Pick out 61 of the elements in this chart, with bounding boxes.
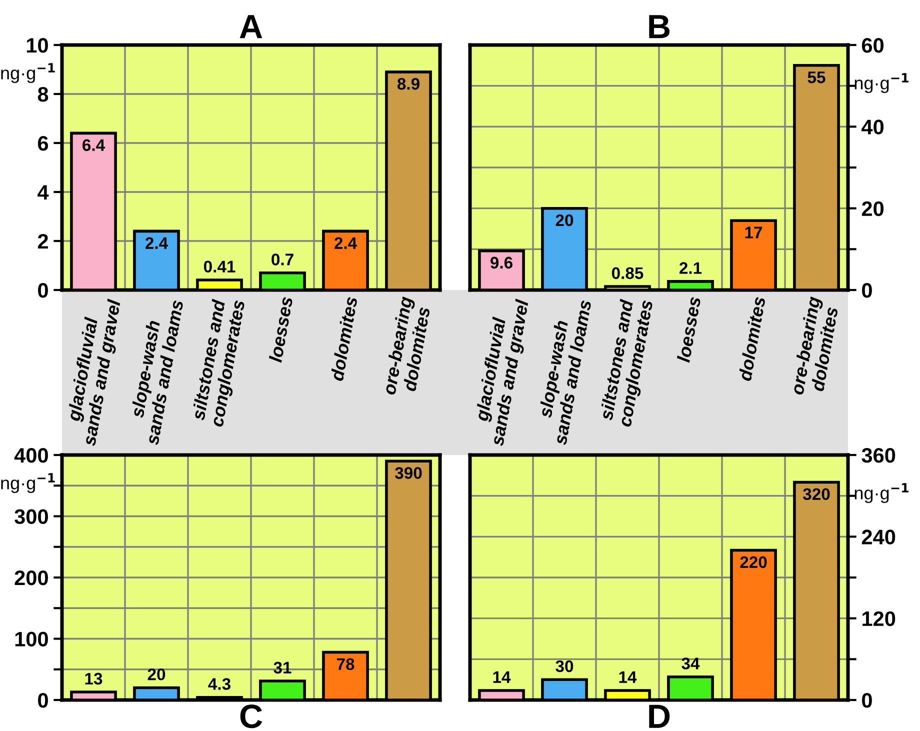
y-tick-label: 240: [862, 530, 896, 544]
y-tick-label: 400: [14, 448, 48, 463]
y-tick-label: 40: [862, 120, 884, 134]
y-tick-label: 2: [38, 234, 48, 249]
data-label: 14: [619, 671, 637, 683]
data-label: 6.4: [82, 139, 105, 151]
x-tick-label: dolomites: [738, 296, 766, 382]
x-tick-label: loesses: [676, 296, 701, 363]
y-tick-label: 200: [14, 570, 48, 586]
data-label: 390: [394, 467, 422, 479]
data-label: 20: [556, 214, 574, 226]
x-tick-label: glaciofluvial sands and gravel: [474, 298, 532, 447]
y-tick-label: 360: [862, 448, 896, 463]
data-label: 13: [85, 672, 102, 685]
x-tick-label: slope-wash sands and loams: [130, 300, 184, 446]
data-label: 0.85: [612, 267, 644, 280]
y-tick-label: 0: [862, 283, 872, 298]
y-axis-title: ng·g$^{−1}$: [1, 63, 55, 84]
data-label: 4.3: [208, 678, 230, 690]
y-tick-label: 300: [14, 509, 48, 524]
y-tick-label: 0: [38, 693, 48, 708]
data-label: 31: [274, 662, 292, 674]
x-tick-label: loesses: [268, 296, 293, 363]
data-label: 20: [148, 668, 166, 680]
x-tick-label: dolomites: [330, 296, 358, 382]
y-axis-title: ng·g$^{−1}$: [854, 483, 908, 504]
data-label: 14: [493, 671, 511, 683]
y-tick-label: 120: [862, 611, 896, 626]
y-tick-label: 20: [862, 201, 884, 216]
y-axis-title: ng·g$^{−1}$: [1, 473, 55, 494]
data-label: 34: [682, 658, 700, 670]
x-tick-label: ore-bearing dolomites: [382, 296, 430, 396]
data-label: 30: [556, 660, 574, 672]
x-tick-label: slope-wash sands and loams: [538, 300, 592, 446]
data-label: 2.4: [334, 237, 357, 249]
data-label: 55: [808, 72, 826, 84]
data-label: 78: [336, 658, 354, 670]
y-tick-label: 8: [38, 87, 48, 102]
y-axis-title: ng·g$^{−1}$: [854, 73, 908, 94]
data-label: 0.41: [204, 260, 236, 272]
y-tick-label: 60: [862, 38, 884, 53]
text: D: [649, 704, 670, 728]
data-label: 17: [745, 226, 762, 238]
y-tick-label: 0: [862, 693, 872, 708]
data-label: 320: [802, 488, 830, 500]
x-tick-label: glaciofluvial sands and gravel: [66, 298, 124, 447]
data-label: 8.9: [397, 78, 420, 90]
y-tick-label: 100: [15, 632, 48, 647]
y-tick-label: 10: [26, 38, 48, 53]
chart-title: A: [240, 15, 262, 38]
x-tick-label: ore-bearing dolomites: [790, 296, 838, 396]
text: C: [240, 704, 262, 728]
chart-title: B: [649, 15, 670, 38]
data-label: 2.4: [145, 237, 168, 249]
data-label: 0.7: [272, 254, 294, 266]
data-label: 9.6: [490, 256, 512, 269]
data-label: 2.1: [679, 262, 702, 274]
y-tick-label: 6: [38, 136, 48, 151]
data-label: 220: [740, 556, 767, 568]
y-tick-label: 0: [38, 283, 48, 298]
y-tick-label: 4: [38, 185, 49, 200]
